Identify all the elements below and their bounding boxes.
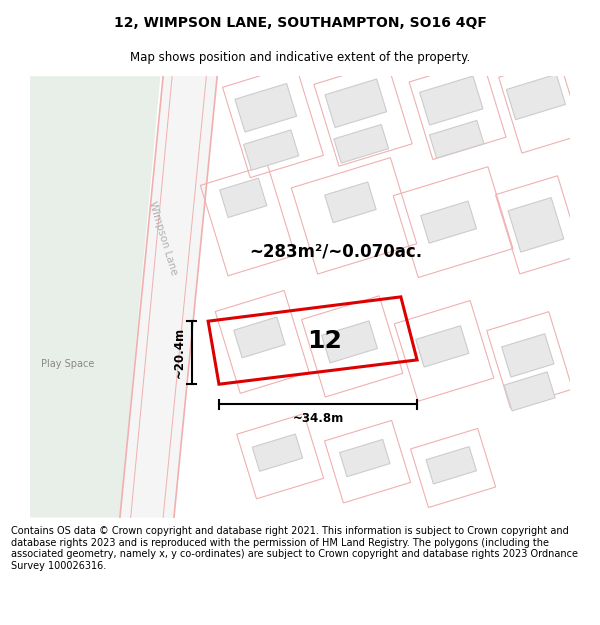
Text: ~283m²/~0.070ac.: ~283m²/~0.070ac. xyxy=(250,243,422,261)
Polygon shape xyxy=(120,76,217,518)
Polygon shape xyxy=(325,182,376,222)
Text: Play Space: Play Space xyxy=(41,359,94,369)
Polygon shape xyxy=(30,76,160,518)
Polygon shape xyxy=(421,201,476,243)
Text: Contains OS data © Crown copyright and database right 2021. This information is : Contains OS data © Crown copyright and d… xyxy=(11,526,578,571)
Text: ~34.8m: ~34.8m xyxy=(292,412,344,425)
Polygon shape xyxy=(340,439,390,477)
Polygon shape xyxy=(334,124,389,163)
Polygon shape xyxy=(508,198,564,252)
Polygon shape xyxy=(416,326,469,367)
Text: 12: 12 xyxy=(307,329,342,352)
Text: Wimpson Lane: Wimpson Lane xyxy=(147,200,179,276)
Polygon shape xyxy=(504,372,555,411)
Text: Map shows position and indicative extent of the property.: Map shows position and indicative extent… xyxy=(130,51,470,64)
Text: ~20.4m: ~20.4m xyxy=(173,327,186,378)
Polygon shape xyxy=(419,76,483,125)
Polygon shape xyxy=(252,434,303,471)
Polygon shape xyxy=(430,121,484,158)
Polygon shape xyxy=(325,79,386,128)
Polygon shape xyxy=(234,317,285,357)
Polygon shape xyxy=(220,178,267,217)
Polygon shape xyxy=(502,334,554,377)
Polygon shape xyxy=(426,447,476,484)
Polygon shape xyxy=(244,130,299,170)
Text: 12, WIMPSON LANE, SOUTHAMPTON, SO16 4QF: 12, WIMPSON LANE, SOUTHAMPTON, SO16 4QF xyxy=(113,16,487,30)
Polygon shape xyxy=(235,84,296,132)
Polygon shape xyxy=(506,74,566,119)
Polygon shape xyxy=(322,321,377,363)
